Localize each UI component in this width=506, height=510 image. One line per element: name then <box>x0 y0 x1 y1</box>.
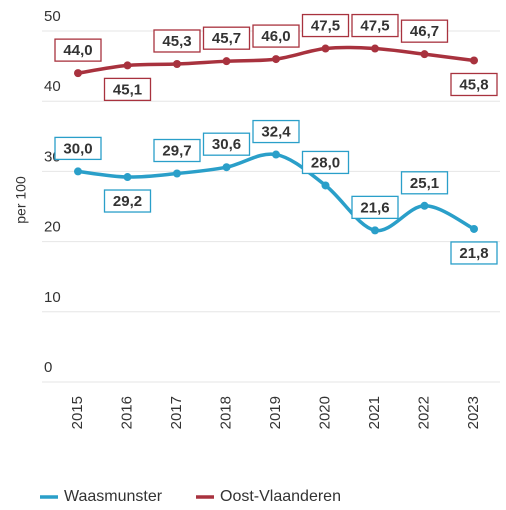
label-box <box>450 241 498 265</box>
label-box <box>103 189 152 213</box>
x-tick-label: 2023 <box>465 396 482 429</box>
label-box <box>153 138 201 163</box>
value-label: 21,6 <box>360 199 389 216</box>
point <box>272 55 280 64</box>
label-box <box>202 132 251 156</box>
label-box <box>54 136 102 161</box>
point <box>321 44 330 53</box>
point <box>74 167 82 176</box>
point <box>272 150 280 159</box>
point <box>420 50 429 59</box>
value-label: 30,6 <box>212 136 241 153</box>
value-label: 45,7 <box>212 30 241 47</box>
x-tick-label: 2022 <box>415 396 432 429</box>
point <box>470 56 478 65</box>
label-box <box>351 195 399 220</box>
value-label: 47,5 <box>360 18 389 35</box>
point <box>222 57 231 66</box>
x-tick-label: 2019 <box>267 396 284 429</box>
y-tick-label: 10 <box>44 289 61 306</box>
point <box>173 169 181 178</box>
label-box <box>400 19 449 43</box>
point <box>123 173 132 182</box>
point <box>321 181 330 190</box>
value-label: 45,1 <box>113 81 142 98</box>
label-box <box>351 13 399 38</box>
value-label: 44,0 <box>63 42 92 59</box>
label-box <box>153 29 201 53</box>
value-label: 47,5 <box>311 18 340 35</box>
x-tick-label: 2016 <box>118 396 135 429</box>
value-label: 28,0 <box>311 154 340 171</box>
legend-label: Waasmunster <box>64 488 163 505</box>
value-label: 30,0 <box>63 140 92 157</box>
label-box <box>301 13 350 38</box>
label-box <box>400 171 449 195</box>
label-box <box>54 38 102 62</box>
point <box>371 226 379 235</box>
y-tick-label: 50 <box>44 8 61 25</box>
value-label: 32,4 <box>261 124 291 141</box>
point <box>371 44 379 53</box>
x-tick-label: 2017 <box>168 396 185 429</box>
label-box <box>252 24 300 48</box>
value-label: 46,7 <box>410 23 439 40</box>
label-box <box>301 150 350 175</box>
y-axis-label: per 100 <box>13 176 29 224</box>
value-label: 45,3 <box>162 33 191 50</box>
value-label: 29,2 <box>113 193 142 210</box>
legend-label: Oost-Vlaanderen <box>220 488 341 505</box>
value-label: 21,8 <box>459 245 488 262</box>
x-tick-label: 2018 <box>217 396 234 429</box>
point <box>123 61 132 70</box>
label-box <box>252 119 300 144</box>
x-tick-label: 2020 <box>316 396 333 429</box>
point <box>222 163 231 172</box>
value-label: 29,7 <box>162 142 191 159</box>
label-box <box>202 26 251 50</box>
point <box>173 59 181 68</box>
x-tick-label: 2021 <box>366 396 383 429</box>
value-label: 46,0 <box>261 28 290 45</box>
point <box>74 69 82 78</box>
value-label: 45,8 <box>459 76 488 93</box>
x-tick-label: 2015 <box>69 396 86 429</box>
value-label: 25,1 <box>410 175 439 192</box>
point <box>470 224 478 233</box>
label-box <box>450 72 498 97</box>
y-tick-label: 0 <box>44 359 52 376</box>
y-tick-label: 20 <box>44 219 61 236</box>
label-box <box>103 77 152 102</box>
y-tick-label: 40 <box>44 78 61 95</box>
point <box>420 201 429 210</box>
